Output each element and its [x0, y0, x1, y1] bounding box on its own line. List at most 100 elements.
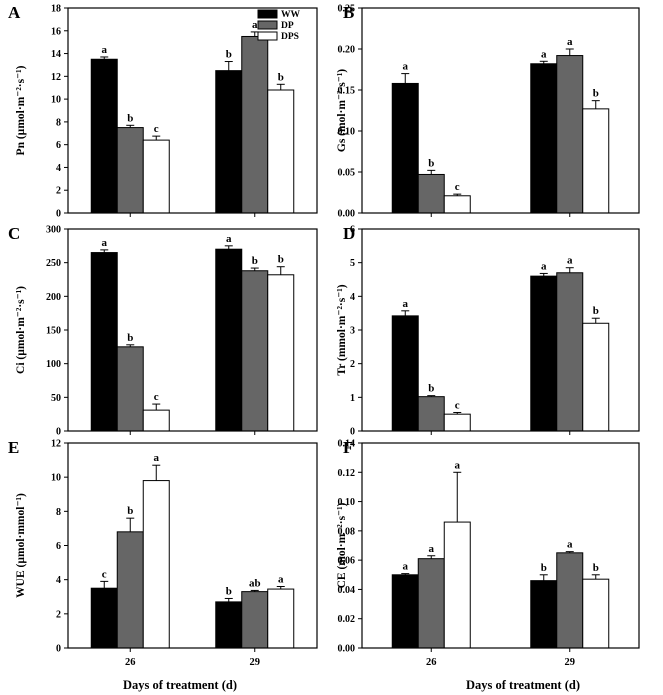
significance-letter: a — [567, 539, 573, 551]
y-tick-label: 8 — [56, 117, 61, 128]
y-axis-label: Pn (µmol·m⁻²·s⁻¹) — [15, 65, 27, 155]
y-tick-label: 0.00 — [338, 644, 356, 655]
y-tick-label: 0.06 — [338, 556, 356, 567]
bar-dp-26 — [417, 396, 445, 432]
panel-f: F CE (mol·m⁻²·s⁻¹) 0.00 0.02 0.04 0.06 0.08 0.1… — [336, 438, 640, 668]
bar-dps-26 — [443, 413, 471, 432]
y-tick-label: 4 — [56, 163, 61, 174]
legend-swatch-dp — [257, 20, 278, 30]
y-tick-label: 2 — [56, 609, 61, 620]
significance-letter: b — [278, 254, 284, 266]
significance-letter: a — [541, 48, 547, 60]
significance-letter: ab — [249, 577, 261, 589]
bar-dp-26 — [116, 531, 144, 649]
y-tick-label: 0.00 — [338, 209, 356, 220]
significance-letter: c — [455, 399, 460, 411]
y-tick-label: 300 — [46, 225, 61, 236]
y-tick-label: 0 — [56, 427, 61, 438]
bar-dp-29 — [556, 272, 584, 432]
bar-dps-29 — [582, 108, 610, 214]
bar-dp-29 — [556, 55, 584, 214]
y-tick-label: 4 — [350, 292, 355, 303]
significance-letter: a — [567, 255, 573, 267]
bar-ww-29 — [215, 248, 243, 432]
significance-letter: b — [226, 49, 232, 61]
y-tick-label: 0.20 — [338, 45, 356, 56]
bar-dp-29 — [241, 591, 269, 649]
significance-letter: b — [127, 112, 133, 124]
y-axis-label: Ci (µmol·m⁻²·s⁻¹) — [15, 286, 27, 374]
y-tick-label: 12 — [51, 72, 61, 83]
y-tick-label: 0.10 — [338, 497, 356, 508]
y-tick-label: 50 — [51, 393, 61, 404]
y-tick-label: 0.10 — [338, 127, 356, 138]
y-tick-label: 8 — [56, 507, 61, 518]
y-tick-label: 1 — [350, 393, 355, 404]
significance-letter: b — [127, 332, 133, 344]
y-tick-label: 2 — [56, 186, 61, 197]
bar-dps-29 — [582, 578, 610, 649]
y-tick-label: 18 — [51, 4, 61, 15]
bar-ww-29 — [530, 275, 558, 432]
significance-letter: c — [102, 568, 107, 580]
bar-dp-29 — [556, 552, 584, 649]
legend-label-dps: DPS — [281, 32, 299, 42]
significance-letter: b — [593, 305, 599, 317]
bar-ww-26 — [391, 82, 419, 214]
bar-dps-26 — [443, 195, 471, 214]
significance-letter: b — [278, 71, 284, 83]
y-tick-label: 0.08 — [338, 526, 356, 537]
significance-letter: a — [455, 459, 461, 471]
y-tick-label: 14 — [51, 49, 61, 60]
x-axis-label-right: Days of treatment (d) — [466, 678, 580, 692]
bar-ww-29 — [530, 580, 558, 649]
plot-frame — [67, 228, 318, 432]
y-tick-label: 0.15 — [338, 86, 356, 97]
y-tick-label: 12 — [51, 439, 61, 450]
y-tick-label: 0.12 — [338, 468, 356, 479]
bar-dps-26 — [142, 139, 170, 214]
significance-letter: c — [455, 181, 460, 193]
plot-frame — [67, 7, 318, 214]
significance-letter: a — [541, 260, 547, 272]
significance-letter: a — [102, 237, 108, 249]
panel-letter: E — [8, 438, 19, 457]
bar-dps-29 — [582, 322, 610, 432]
bar-dps-29 — [267, 274, 295, 432]
y-tick-label: 4 — [56, 575, 61, 586]
x-tick-label: 26 — [426, 657, 437, 668]
significance-letter: b — [428, 383, 434, 395]
panel-e: E WUE (µmol·mmol⁻¹) 0 2 4 6 8 10 12 c b a 26 b ab a 29 — [8, 438, 318, 668]
significance-letter: b — [541, 562, 547, 574]
panel-c: C Ci (µmol·m⁻²·s⁻¹) 0 50 100 150 200 250 300 a b c a… — [8, 224, 318, 438]
significance-letter: b — [593, 88, 599, 100]
bar-ww-29 — [215, 70, 243, 214]
bar-dps-26 — [142, 480, 170, 649]
legend-label-dp: DP — [281, 21, 294, 31]
significance-letter: b — [127, 505, 133, 517]
bar-ww-26 — [391, 315, 419, 432]
y-tick-label: 150 — [46, 326, 61, 337]
y-tick-label: 0.25 — [338, 4, 356, 15]
x-tick-label: 29 — [250, 657, 261, 668]
bar-dps-29 — [267, 588, 295, 649]
y-tick-label: 10 — [51, 473, 61, 484]
significance-letter: a — [567, 36, 573, 48]
bar-dp-26 — [116, 346, 144, 432]
significance-letter: a — [102, 44, 108, 56]
significance-letter: c — [154, 391, 159, 403]
bar-ww-29 — [530, 63, 558, 214]
significance-letter: a — [403, 298, 409, 310]
y-tick-label: 6 — [350, 225, 355, 236]
y-tick-label: 250 — [46, 258, 61, 269]
y-tick-label: 0.02 — [338, 614, 356, 625]
y-tick-label: 0.04 — [338, 585, 356, 596]
legend-label-ww: WW — [281, 10, 301, 20]
bar-ww-29 — [215, 601, 243, 649]
y-tick-label: 100 — [46, 359, 61, 370]
panel-a: A Pn (µmol·m⁻²·s⁻¹) 0 2 4 6 8 10 12 14 16 18 a b c b a b — [8, 3, 318, 220]
x-axis-label-left: Days of treatment (d) — [123, 678, 237, 692]
panel-letter: B — [343, 3, 354, 22]
